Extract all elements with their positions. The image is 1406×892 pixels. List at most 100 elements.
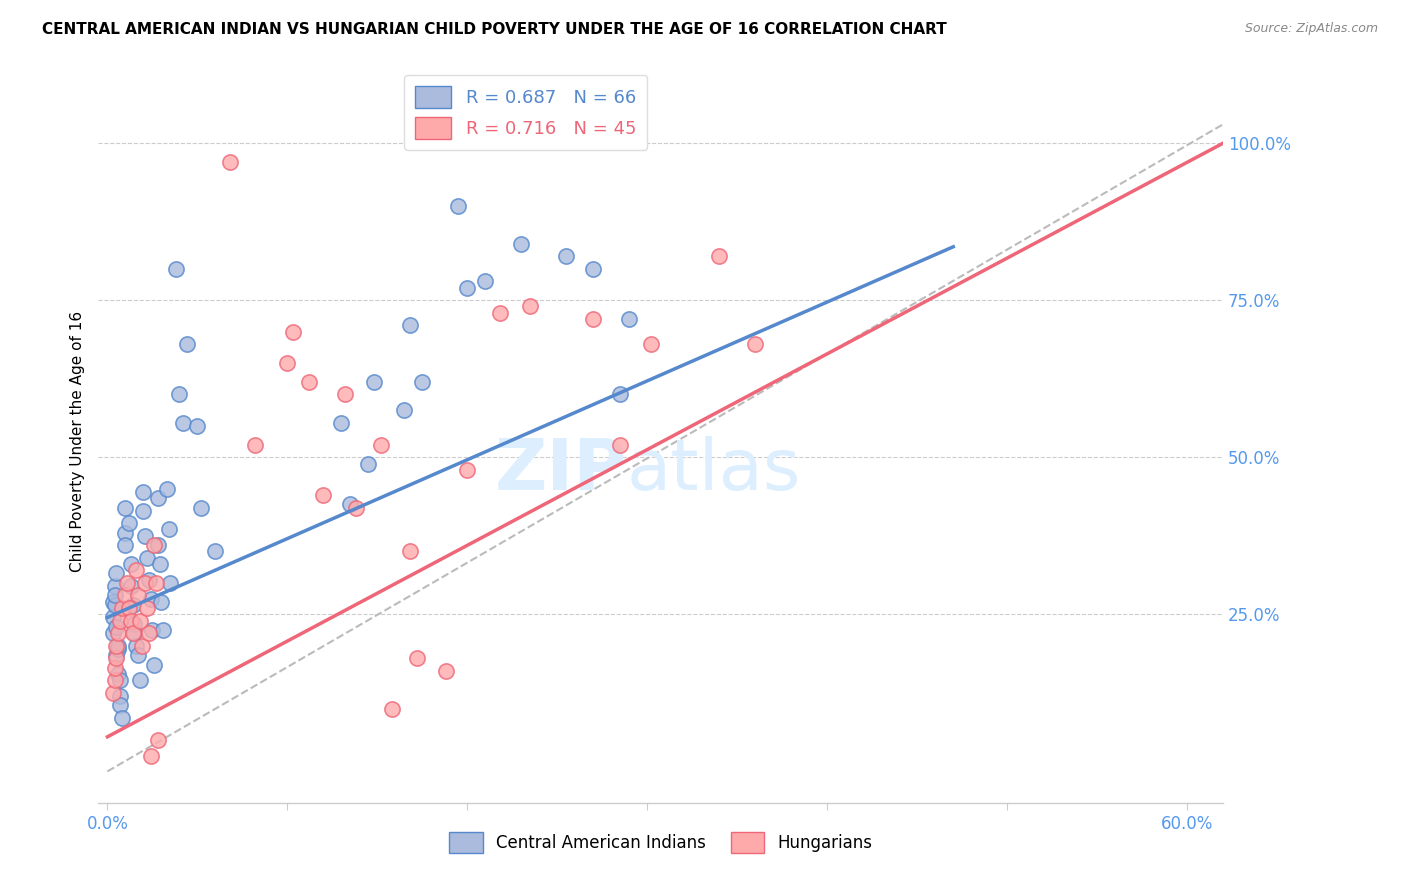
Point bbox=[139, 748, 162, 763]
Point bbox=[114, 538, 136, 552]
Point bbox=[124, 616, 146, 631]
Point bbox=[139, 591, 162, 606]
Point bbox=[165, 261, 187, 276]
Point bbox=[398, 318, 420, 333]
Point bbox=[107, 626, 129, 640]
Point bbox=[120, 614, 142, 628]
Point bbox=[619, 312, 641, 326]
Point bbox=[555, 249, 578, 263]
Point bbox=[128, 614, 150, 628]
Point bbox=[136, 601, 159, 615]
Point bbox=[406, 651, 429, 665]
Point bbox=[398, 544, 420, 558]
Point bbox=[434, 664, 457, 678]
Point bbox=[108, 673, 131, 688]
Point bbox=[582, 261, 605, 276]
Point bbox=[186, 418, 208, 433]
Point bbox=[143, 538, 166, 552]
Point bbox=[146, 733, 169, 747]
Point bbox=[152, 623, 174, 637]
Point bbox=[127, 589, 149, 603]
Point bbox=[447, 199, 470, 213]
Point bbox=[101, 595, 124, 609]
Point bbox=[121, 598, 143, 612]
Point bbox=[128, 673, 150, 688]
Point bbox=[344, 500, 367, 515]
Point bbox=[104, 661, 127, 675]
Point bbox=[118, 516, 141, 531]
Point bbox=[105, 648, 128, 662]
Point bbox=[330, 416, 353, 430]
Point bbox=[339, 497, 361, 511]
Point bbox=[124, 626, 146, 640]
Text: Source: ZipAtlas.com: Source: ZipAtlas.com bbox=[1244, 22, 1378, 36]
Point bbox=[101, 626, 124, 640]
Point bbox=[104, 673, 127, 688]
Point bbox=[281, 325, 304, 339]
Point bbox=[107, 667, 129, 681]
Point bbox=[118, 601, 141, 615]
Point bbox=[488, 306, 510, 320]
Point bbox=[121, 626, 143, 640]
Point bbox=[582, 312, 605, 326]
Point bbox=[127, 648, 149, 662]
Point bbox=[108, 614, 131, 628]
Point bbox=[141, 623, 163, 637]
Point bbox=[125, 639, 148, 653]
Text: atlas: atlas bbox=[627, 436, 801, 505]
Point bbox=[456, 280, 478, 294]
Point bbox=[149, 557, 172, 571]
Point bbox=[276, 356, 298, 370]
Point bbox=[134, 575, 156, 590]
Point bbox=[333, 387, 356, 401]
Point bbox=[172, 416, 194, 430]
Point bbox=[114, 500, 136, 515]
Point bbox=[138, 626, 160, 640]
Point bbox=[105, 651, 128, 665]
Point bbox=[243, 438, 266, 452]
Point bbox=[156, 482, 179, 496]
Point bbox=[105, 566, 128, 581]
Y-axis label: Child Poverty Under the Age of 16: Child Poverty Under the Age of 16 bbox=[69, 311, 84, 572]
Point bbox=[120, 557, 142, 571]
Point bbox=[114, 589, 136, 603]
Point bbox=[105, 620, 128, 634]
Point bbox=[519, 300, 541, 314]
Point bbox=[298, 375, 321, 389]
Point bbox=[474, 274, 496, 288]
Point bbox=[609, 387, 631, 401]
Point bbox=[104, 598, 127, 612]
Point bbox=[363, 375, 385, 389]
Point bbox=[143, 657, 166, 672]
Point bbox=[108, 689, 131, 703]
Point bbox=[108, 698, 131, 713]
Point bbox=[411, 375, 433, 389]
Point bbox=[107, 641, 129, 656]
Point bbox=[394, 403, 416, 417]
Point bbox=[115, 575, 138, 590]
Point bbox=[510, 236, 533, 251]
Point bbox=[105, 639, 128, 653]
Point bbox=[312, 488, 335, 502]
Point bbox=[145, 575, 167, 590]
Point bbox=[132, 484, 155, 499]
Point bbox=[370, 438, 392, 452]
Point bbox=[157, 523, 180, 537]
Text: CENTRAL AMERICAN INDIAN VS HUNGARIAN CHILD POVERTY UNDER THE AGE OF 16 CORRELATI: CENTRAL AMERICAN INDIAN VS HUNGARIAN CHI… bbox=[42, 22, 946, 37]
Point bbox=[159, 575, 181, 590]
Point bbox=[111, 711, 134, 725]
Point bbox=[609, 438, 631, 452]
Point bbox=[218, 155, 240, 169]
Point bbox=[150, 595, 173, 609]
Point bbox=[132, 503, 155, 517]
Point bbox=[146, 491, 169, 505]
Point bbox=[146, 538, 169, 552]
Point bbox=[104, 589, 127, 603]
Point bbox=[131, 639, 153, 653]
Point bbox=[136, 550, 159, 565]
Point bbox=[104, 579, 127, 593]
Point bbox=[138, 573, 160, 587]
Point bbox=[107, 639, 129, 653]
Point bbox=[190, 500, 212, 515]
Legend: Central American Indians, Hungarians: Central American Indians, Hungarians bbox=[443, 826, 879, 860]
